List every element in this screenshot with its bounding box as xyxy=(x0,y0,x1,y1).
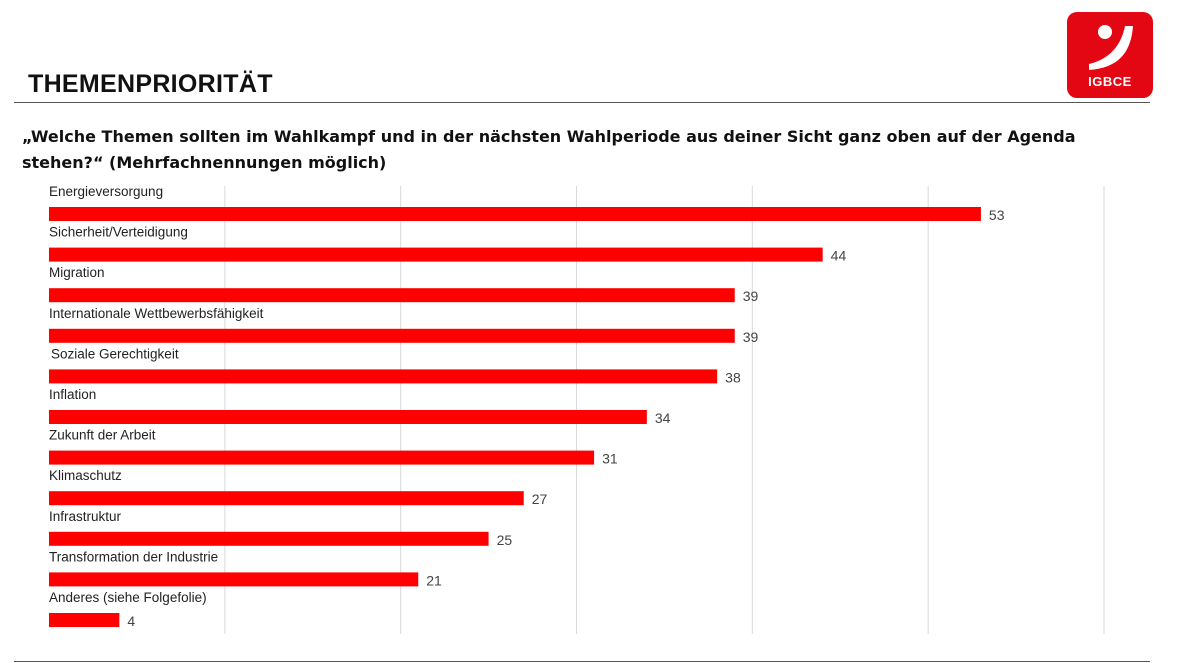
value-label: 25 xyxy=(497,532,513,548)
bar xyxy=(49,369,718,384)
bar xyxy=(49,491,524,506)
category-label: Sicherheit/Verteidigung xyxy=(49,225,188,240)
bar xyxy=(49,207,981,221)
category-label: Soziale Gerechtigkeit xyxy=(51,346,179,361)
category-label: Internationale Wettbewerbsfähigkeit xyxy=(49,306,264,321)
bar xyxy=(49,450,595,465)
value-label: 44 xyxy=(831,248,847,264)
category-label: Migration xyxy=(49,265,105,280)
bar xyxy=(49,613,120,627)
value-label: 38 xyxy=(725,369,741,385)
title-divider xyxy=(14,102,1150,103)
category-label: Infrastruktur xyxy=(49,509,122,524)
value-label: 21 xyxy=(426,572,442,588)
category-label: Inflation xyxy=(49,387,96,402)
value-label: 34 xyxy=(655,410,671,426)
category-label: Klimaschutz xyxy=(49,468,122,483)
bar xyxy=(49,328,735,343)
bar xyxy=(49,410,647,424)
category-label: Energieversorgung xyxy=(49,184,163,199)
survey-question: „Welche Themen sollten im Wahlkampf und … xyxy=(22,127,1076,172)
category-label: Zukunft der Arbeit xyxy=(49,428,156,443)
bar xyxy=(49,247,823,262)
value-label: 27 xyxy=(532,491,548,507)
category-label: Transformation der Industrie xyxy=(49,549,218,564)
logo-figure-icon xyxy=(1089,25,1133,70)
page-title: THEMENPRIORITÄT xyxy=(28,70,273,98)
bar xyxy=(49,531,489,546)
bar xyxy=(49,572,419,587)
logo-text: IGBCE xyxy=(1088,74,1132,89)
igbce-logo: IGBCE xyxy=(1067,12,1153,98)
value-label: 31 xyxy=(602,451,618,467)
bar xyxy=(49,288,735,303)
value-label: 39 xyxy=(743,329,759,345)
value-label: 53 xyxy=(989,207,1005,223)
value-label: 4 xyxy=(127,613,135,629)
footer-divider xyxy=(14,661,1150,662)
value-label: 39 xyxy=(743,288,759,304)
category-label: Anderes (siehe Folgefolie) xyxy=(49,590,207,605)
